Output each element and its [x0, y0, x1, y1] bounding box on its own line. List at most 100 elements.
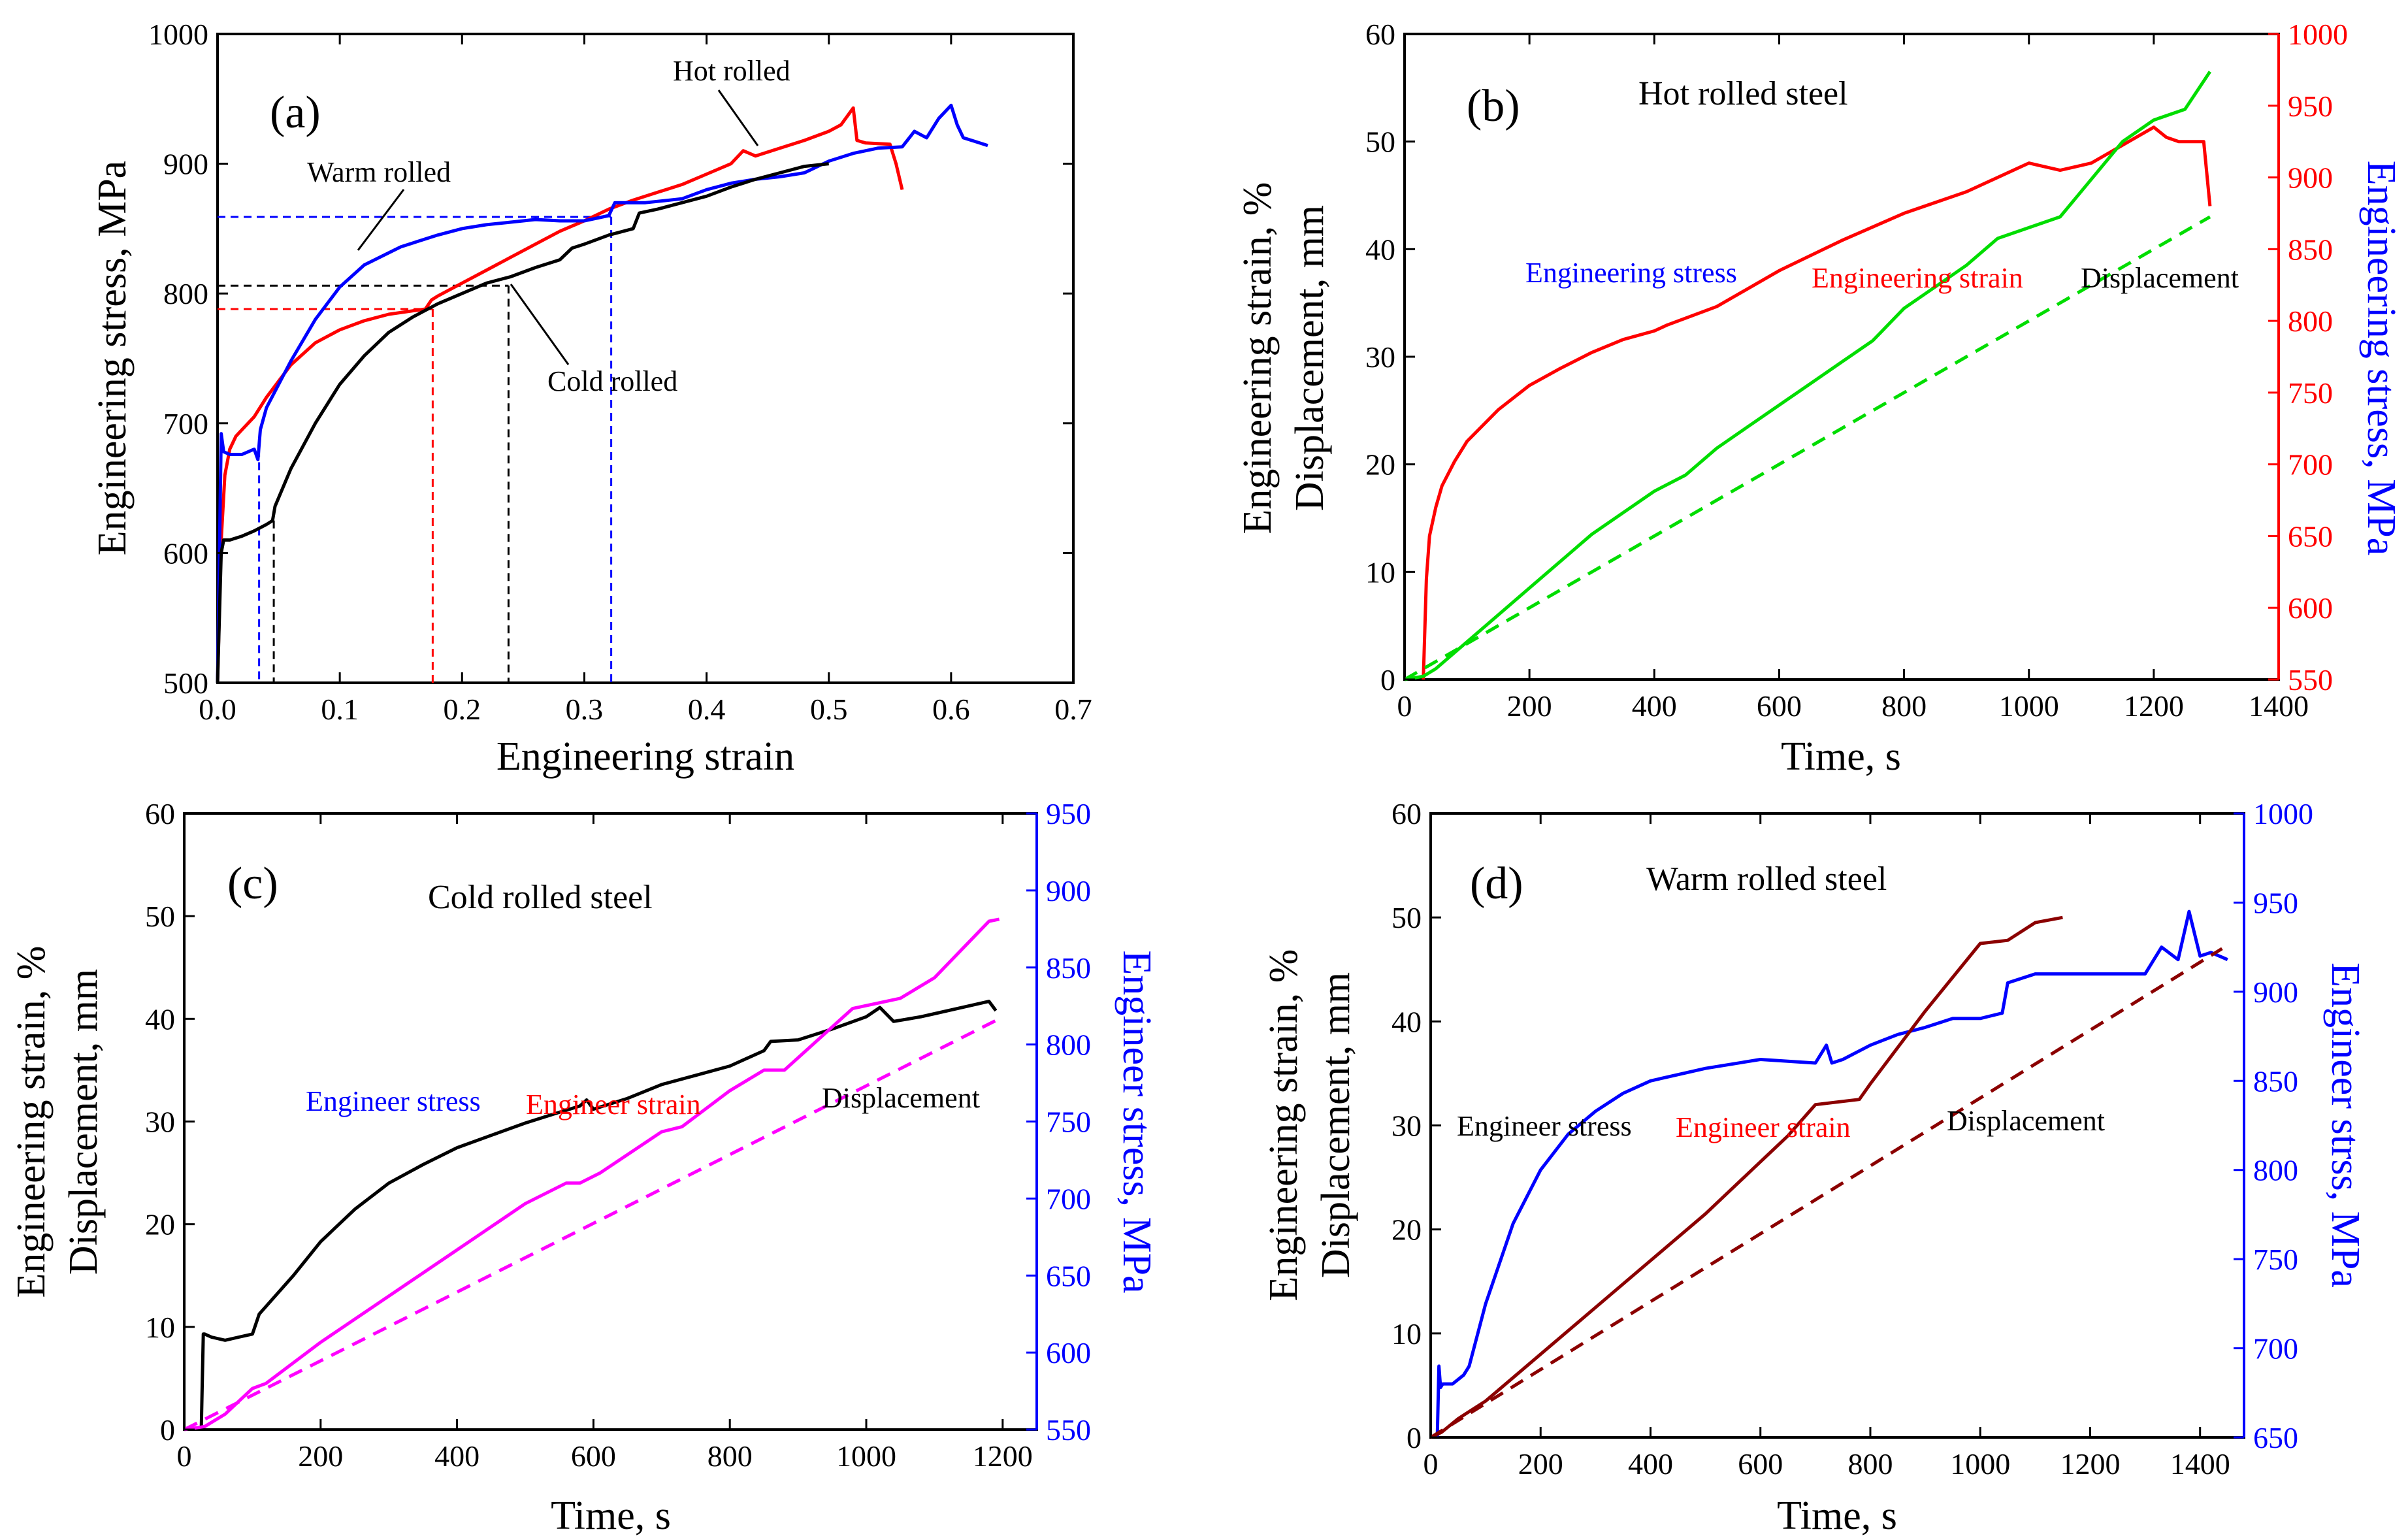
annotation-warm-rolled: Warm rolled [307, 156, 451, 188]
x-tick-label-b: 400 [1632, 689, 1677, 723]
x-tick-label-d: 1200 [2060, 1447, 2120, 1481]
y2-tick-label-b: 900 [2288, 161, 2333, 195]
x-tick-label-a: 0.2 [444, 693, 481, 726]
y-tick-label-d: 30 [1391, 1109, 1422, 1143]
panel-d-warm-rolled: 0 200 400 600 800 1000 1200 1400 0 10 20 30 40 50 60 65… [1261, 797, 2367, 1538]
x-tick-label-d: 0 [1424, 1447, 1439, 1481]
x-tick-label-d: 1000 [1950, 1447, 2010, 1481]
annotation-strain-c: Engineer strain [526, 1089, 701, 1121]
panel-label-c: (c) [227, 859, 278, 909]
y-tick-label-b: 40 [1365, 233, 1395, 266]
ticks-c: 0 200 400 600 800 1000 1200 0 10 20 30 40 50 60 550 600… [145, 797, 1091, 1473]
y-tick-label-a: 800 [163, 277, 208, 310]
x-tick-label-c: 1000 [836, 1439, 896, 1473]
y-tick-label-b: 20 [1365, 448, 1395, 482]
y-tick-label-a: 500 [163, 666, 208, 700]
series-displacement-b [1403, 215, 2211, 681]
panel-title-c: Cold rolled steel [428, 879, 653, 916]
x-tick-label-d: 800 [1847, 1447, 1893, 1481]
annotation-hot-rolled: Hot rolled [673, 55, 790, 87]
panel-title-b: Hot rolled steel [1638, 75, 1848, 112]
y-axis-label-a: Engineering stress, MPa [90, 161, 135, 555]
arrow-cold [510, 284, 570, 365]
y2-tick-label-b: 650 [2288, 519, 2333, 553]
series-engineer-stress-d [1435, 909, 2228, 1438]
panel-title-d: Warm rolled steel [1646, 860, 1887, 898]
x-tick-label-c: 0 [177, 1439, 192, 1473]
y-axis-label-b-line2: Displacement, mm [1288, 205, 1332, 511]
ticks-b: 0 200 400 600 800 1000 1200 1400 0 10 20 30 40 50 60 55… [1365, 18, 2348, 723]
panel-c-cold-rolled: 0 200 400 600 800 1000 1200 0 10 20 30 40 50 60 550 600… [9, 797, 1159, 1538]
x-axis-label-c: Time, s [551, 1494, 671, 1538]
y-tick-label-d: 50 [1391, 901, 1422, 934]
x-tick-label-a: 0.5 [810, 693, 848, 726]
y-tick-label-c: 30 [145, 1106, 175, 1139]
y-tick-label-c: 10 [145, 1311, 175, 1344]
y-tick-label-b: 0 [1380, 663, 1395, 696]
series-engineering-stress-b [1422, 125, 2212, 680]
series-displacement-c [183, 1017, 1000, 1432]
y2-tick-label-b: 800 [2288, 304, 2333, 338]
panel-label-b: (b) [1467, 81, 1520, 131]
annotation-strain-d: Engineer strain [1676, 1111, 1851, 1143]
series-layer-b [1403, 71, 2212, 681]
x-tick-label-b: 1200 [2124, 689, 2184, 723]
x-tick-label-a: 0.4 [688, 693, 726, 726]
y-tick-label-d: 10 [1391, 1317, 1422, 1351]
y2-tick-label-c: 650 [1046, 1259, 1091, 1292]
y2-tick-label-b: 600 [2288, 591, 2333, 625]
y-tick-label-c: 60 [145, 797, 175, 830]
y2-tick-label-d: 750 [2253, 1243, 2298, 1276]
y2-tick-label-c: 600 [1046, 1336, 1091, 1369]
y2-tick-label-c: 750 [1046, 1106, 1091, 1139]
y2-tick-label-d: 800 [2253, 1154, 2298, 1187]
y2-axis-label-c: Engineer stress, MPa [1115, 950, 1159, 1293]
y2-axis-label-b: Engineering stress, MPa [2359, 161, 2403, 555]
y-tick-label-d: 60 [1391, 797, 1422, 830]
series-engineer-stress-c [199, 1000, 998, 1430]
y2-tick-label-d: 850 [2253, 1064, 2298, 1098]
series-cold-rolled-a [216, 162, 829, 683]
y2-tick-label-c: 550 [1046, 1413, 1091, 1447]
x-tick-label-d: 400 [1628, 1447, 1673, 1481]
y-tick-label-c: 50 [145, 900, 175, 933]
y-tick-label-b: 60 [1365, 18, 1395, 51]
y2-tick-label-c: 900 [1046, 874, 1091, 908]
x-tick-label-b: 0 [1397, 689, 1412, 723]
y-tick-label-d: 20 [1391, 1213, 1422, 1247]
x-tick-label-d: 1400 [2170, 1447, 2230, 1481]
y-tick-label-b: 30 [1365, 340, 1395, 374]
y-tick-label-b: 10 [1365, 555, 1395, 589]
y2-tick-label-b: 950 [2288, 90, 2333, 123]
ticks-a: 0.0 0.1 0.2 0.3 0.4 0.5 0.6 0.7 500 600 700 800 900 1… [148, 18, 1092, 726]
y2-tick-label-d: 1000 [2253, 797, 2313, 830]
y-axis-label-c-line1: Engineering strain, % [9, 946, 54, 1298]
annotation-stress-d: Engineer stress [1457, 1110, 1632, 1142]
y-axis-label-b-line1: Engineering strain, % [1235, 182, 1280, 534]
series-displacement-d [1429, 947, 2223, 1439]
y2-tick-label-c: 800 [1046, 1028, 1091, 1062]
annotation-strain-b: Engineering strain [1812, 262, 2023, 294]
y-tick-label-c: 20 [145, 1208, 175, 1241]
series-engineering-strain-b [1404, 71, 2211, 681]
y2-tick-label-c: 850 [1046, 951, 1091, 985]
y2-tick-label-b: 550 [2288, 663, 2333, 696]
arrow-warm [357, 189, 405, 251]
annotation-cold-rolled: Cold rolled [547, 365, 677, 397]
series-warm-rolled-a [216, 103, 988, 683]
panel-a-stress-strain: 0.0 0.1 0.2 0.3 0.4 0.5 0.6 0.7 500 600 700 800 900 1… [90, 18, 1092, 779]
x-tick-label-c: 200 [298, 1439, 343, 1473]
annotation-disp-d: Displacement [1947, 1105, 2105, 1137]
y2-tick-label-d: 650 [2253, 1421, 2298, 1454]
panel-label-d: (d) [1470, 859, 1523, 909]
x-tick-label-b: 600 [1757, 689, 1802, 723]
x-tick-label-b: 800 [1881, 689, 1927, 723]
x-tick-label-d: 200 [1518, 1447, 1563, 1481]
x-tick-label-a: 0.0 [199, 693, 236, 726]
annotation-stress-c: Engineer stress [306, 1085, 481, 1117]
reference-lines-a [218, 216, 613, 683]
y-tick-label-c: 40 [145, 1002, 175, 1036]
y2-tick-label-b: 700 [2288, 448, 2333, 482]
x-tick-label-a: 0.6 [932, 693, 970, 726]
annotation-disp-b: Displacement [2081, 262, 2239, 294]
